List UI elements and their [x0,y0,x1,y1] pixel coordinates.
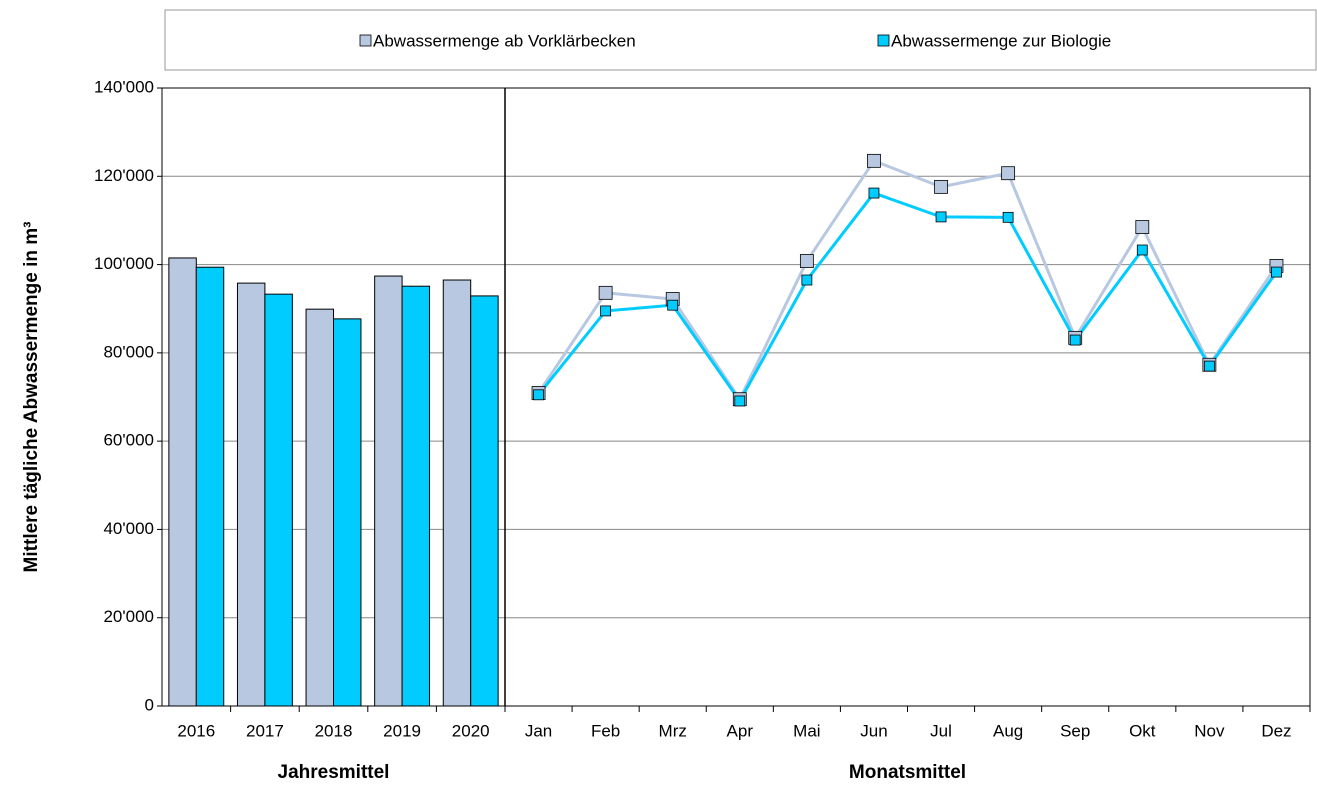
marker [1136,244,1148,256]
y-tick-label: 40'000 [103,519,154,538]
x-tick-label: 2020 [452,721,490,740]
x-tick-label: Sep [1060,721,1090,740]
marker [734,395,746,407]
group-label: Jahresmittel [278,762,390,783]
y-tick-label: 140'000 [94,77,154,96]
y-axis-label: Mittlere tägliche Abwassermenge in m³ [21,222,42,573]
group-label: Monatsmittel [849,762,966,783]
x-tick-label: 2016 [177,721,215,740]
bar [333,318,362,707]
bar [236,282,266,707]
x-tick-label: Aug [993,721,1023,740]
x-tick-label: Jan [525,721,552,740]
legend-swatch [877,34,890,47]
bar [401,285,431,707]
x-tick-label: Mai [793,721,820,740]
legend-box [164,9,1317,71]
x-tick-label: Jul [930,721,952,740]
bar [195,266,225,707]
bar [305,308,334,707]
bar [374,275,403,707]
marker [1135,220,1150,234]
plot-frame [161,87,1311,707]
bar [470,295,499,707]
marker [1069,334,1081,346]
x-tick-label: 2017 [246,721,284,740]
marker [868,187,880,199]
x-tick-label: Jun [860,721,887,740]
marker [935,211,947,223]
marker [1271,266,1282,278]
bar [442,279,472,707]
x-tick-label: 2019 [383,721,421,740]
y-tick-label: 20'000 [103,607,154,626]
marker [1002,211,1014,223]
legend-label: Abwassermenge ab Vorklärbecken [373,31,636,50]
y-tick-label: 80'000 [103,342,154,361]
marker [1203,360,1215,372]
marker [1001,166,1016,181]
line [537,159,1278,403]
marker [667,299,679,311]
line [537,191,1278,404]
marker [600,305,612,317]
y-tick-label: 100'000 [94,254,154,273]
marker [934,179,948,194]
marker [598,285,613,300]
x-tick-label: Okt [1129,721,1156,740]
y-tick-label: 120'000 [94,166,154,185]
x-tick-label: 2018 [315,721,353,740]
x-tick-label: Feb [591,721,620,740]
y-tick-label: 60'000 [103,431,154,450]
x-tick-label: Mrz [659,721,687,740]
x-tick-label: Dez [1261,721,1291,740]
marker [533,389,544,401]
marker [801,274,813,286]
x-tick-label: Nov [1194,721,1225,740]
y-tick-label: 0 [145,695,154,714]
bar [168,257,197,707]
x-tick-label: Apr [727,721,754,740]
marker [799,254,814,268]
legend-swatch [359,34,372,47]
bar [264,293,293,707]
marker [867,153,881,168]
legend-label: Abwassermenge zur Biologie [891,31,1111,50]
